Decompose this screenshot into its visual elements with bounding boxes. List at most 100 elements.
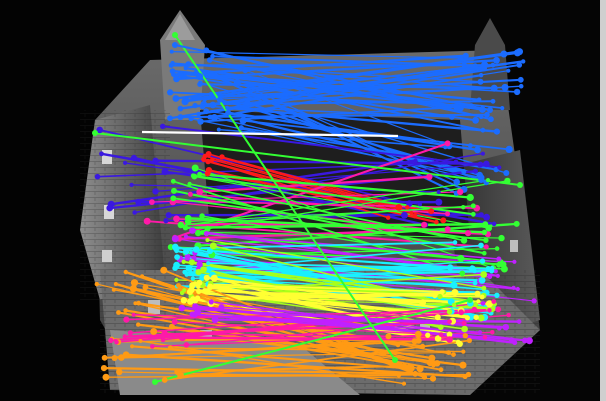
match-line (174, 44, 491, 111)
keypoint (189, 282, 196, 289)
keypoint (494, 246, 500, 251)
keypoint (446, 350, 451, 355)
keypoint (184, 253, 191, 260)
match-line (205, 276, 463, 312)
keypoint (130, 154, 138, 161)
match-line (181, 336, 451, 341)
keypoint (101, 354, 108, 361)
keypoint (512, 259, 517, 264)
keypoint (428, 354, 436, 362)
keypoint (476, 299, 481, 304)
match-line (190, 267, 493, 274)
keypoint (178, 334, 186, 342)
keypoint (206, 57, 213, 63)
keypoint (470, 211, 476, 217)
keypoint (192, 246, 200, 253)
keypoint (111, 355, 118, 361)
keypoint (440, 217, 447, 224)
keypoint (174, 248, 179, 254)
keypoint (401, 381, 407, 386)
keypoint (171, 187, 177, 194)
keypoint (113, 282, 118, 286)
keypoint (447, 319, 452, 324)
keypoint (198, 80, 203, 85)
keypoint (525, 337, 533, 345)
keypoint (188, 259, 195, 266)
match-line (209, 70, 509, 118)
keypoint (473, 301, 479, 307)
keypoint (472, 168, 478, 174)
keypoint (446, 309, 453, 315)
keypoint (478, 177, 485, 183)
keypoint (447, 264, 454, 271)
keypoint (186, 288, 194, 296)
match-line (105, 373, 470, 378)
keypoint (167, 115, 173, 122)
keypoint (485, 224, 493, 232)
keypoint (409, 210, 414, 216)
match-line (226, 106, 499, 133)
match-line (109, 309, 491, 342)
keypoint (512, 340, 518, 346)
match-line (181, 179, 489, 227)
match-line (185, 235, 497, 272)
keypoint (453, 159, 459, 165)
keypoint (506, 312, 511, 318)
keypoint (469, 265, 476, 273)
keypoint (193, 70, 199, 76)
keypoint (434, 335, 442, 342)
keypoint (437, 293, 443, 300)
keypoint (196, 261, 203, 268)
keypoint (203, 47, 210, 54)
keypoint (483, 160, 490, 168)
keypoint (513, 49, 522, 57)
keypoint (477, 161, 484, 168)
keypoint (181, 98, 189, 106)
keypoint (177, 71, 184, 78)
keypoint (218, 304, 225, 311)
keypoint (480, 301, 486, 306)
match-line (201, 215, 500, 266)
keypoint (244, 99, 251, 107)
keypoint (400, 211, 408, 219)
keypoint (444, 226, 451, 233)
keypoint (487, 107, 493, 113)
keypoint (180, 223, 185, 228)
keypoint (203, 231, 210, 237)
match-line (154, 299, 471, 383)
keypoint (412, 370, 419, 377)
keypoint (445, 211, 450, 217)
keypoint (481, 61, 489, 69)
keypoint (185, 61, 192, 67)
match-line (192, 174, 475, 216)
keypoint (517, 76, 524, 83)
match-line (96, 161, 457, 178)
keypoint (488, 116, 494, 123)
keypoint (438, 367, 444, 373)
keypoint (206, 247, 214, 255)
keypoint (496, 256, 502, 262)
keypoint (491, 84, 498, 92)
keypoint (187, 181, 192, 187)
keypoint (106, 204, 113, 212)
keypoint (111, 287, 116, 292)
keypoint (149, 199, 155, 206)
keypoint (467, 297, 473, 303)
keypoint (123, 316, 130, 323)
keypoint (517, 182, 523, 188)
keypoint (415, 337, 422, 344)
keypoint (396, 373, 402, 378)
keypoint (465, 371, 472, 378)
keypoint (143, 217, 151, 225)
keypoint (480, 151, 485, 156)
keypoint (459, 270, 466, 277)
keypoint (513, 88, 521, 96)
keypoint (129, 182, 134, 187)
keypoint (500, 265, 508, 273)
match-line (179, 73, 518, 93)
keypoint (197, 171, 203, 177)
keypoint (516, 319, 522, 324)
keypoint (449, 114, 455, 120)
keypoint (205, 158, 211, 165)
keypoint (206, 266, 213, 273)
